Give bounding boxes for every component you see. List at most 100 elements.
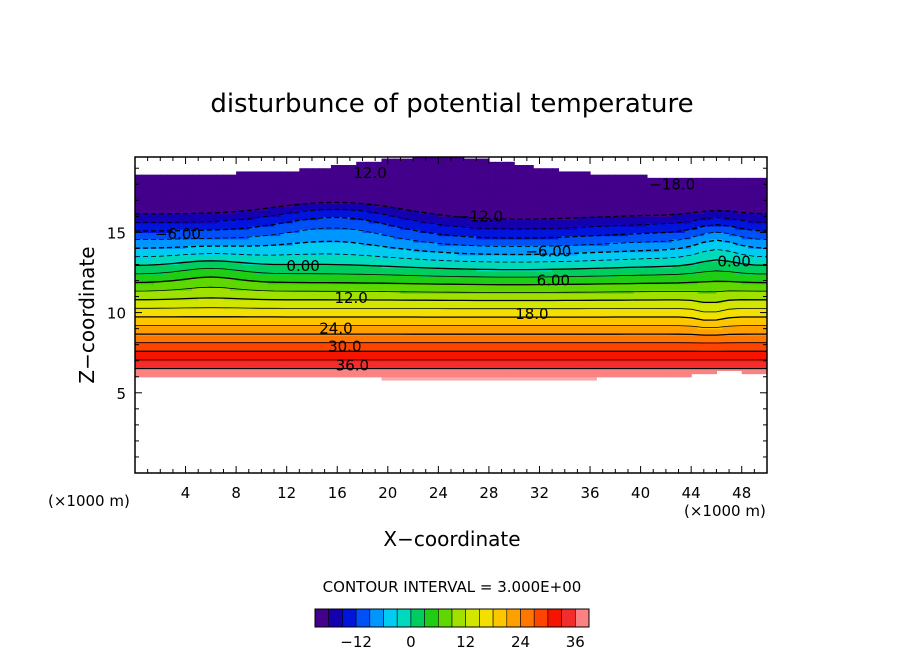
color-cell [539,302,547,307]
color-cell [419,193,427,198]
color-cell [552,216,560,221]
color-cell [577,197,585,201]
color-cell [602,264,610,269]
color-cell [280,245,288,250]
color-cell [229,319,237,323]
color-cell [153,261,161,266]
color-cell [488,357,496,362]
color-cell [406,370,414,375]
color-cell [261,325,269,330]
color-cell [438,322,446,327]
color-cell [457,322,465,327]
color-cell [299,261,307,266]
color-cell [223,290,231,294]
color-cell [533,309,541,314]
color-cell [153,200,161,205]
color-cell [330,283,338,288]
color-cell [236,203,244,208]
color-cell [217,373,225,378]
color-cell [520,229,528,233]
color-cell [305,193,313,198]
color-cell [406,280,414,285]
color-cell [261,238,269,243]
color-cell [229,251,237,256]
color-cell [191,363,199,368]
color-cell [204,197,212,201]
color-cell [293,363,300,368]
color-cell [299,213,307,217]
color-cell [564,181,572,185]
color-cell [413,267,420,272]
color-cell [501,197,509,201]
color-cell [330,341,338,346]
color-cell [324,168,332,173]
color-cell [248,335,256,339]
color-cell [609,312,616,317]
color-cell [210,283,218,288]
color-cell [444,209,452,214]
color-cell [545,338,553,343]
color-cell [394,270,402,275]
color-cell [387,248,395,253]
color-cell [552,219,560,224]
color-cell [318,299,326,304]
color-cell [469,335,477,339]
color-cell [248,299,256,304]
color-cell [488,235,496,240]
color-cell [179,219,187,224]
color-cell [343,309,351,314]
color-cell [432,299,439,304]
color-cell [172,181,180,185]
color-cell [602,261,610,266]
color-cell [330,251,338,256]
color-cell [204,209,212,214]
color-cell [609,360,616,365]
color-cell [311,213,319,217]
color-cell [141,190,149,195]
color-cell [242,209,250,214]
color-cell [457,312,465,317]
color-cell [533,206,541,211]
color-cell [229,197,237,201]
color-cell [469,229,477,233]
color-cell [248,351,256,355]
color-cell [457,184,465,189]
color-cell [223,341,231,346]
color-cell [179,280,187,285]
color-cell [495,363,503,368]
color-cell [558,245,566,250]
color-cell [261,187,269,192]
color-cell [488,341,496,346]
color-cell [147,245,155,250]
color-cell [571,328,578,333]
color-cell [406,213,414,217]
color-cell [432,216,439,221]
color-cell [267,238,275,243]
color-cell [552,254,560,259]
color-cell [147,283,155,288]
color-cell [571,283,578,288]
color-cell [324,274,332,278]
color-cell [172,238,180,243]
color-cell [590,245,597,250]
color-cell [210,328,218,333]
color-cell [457,309,465,314]
color-cell [425,168,433,173]
color-cell [406,293,414,298]
color-cell [305,209,313,214]
color-cell [451,347,458,352]
color-cell [330,270,338,275]
color-cell [425,306,433,310]
color-cell [451,161,458,166]
color-cell [229,184,237,189]
color-cell [469,338,477,343]
color-cell [469,302,477,307]
color-cell [274,319,281,323]
color-cell [299,229,307,233]
color-cell [558,338,566,343]
color-cell [198,206,206,211]
color-cell [153,286,161,291]
color-cell [153,209,161,214]
color-cell [324,325,332,330]
color-cell [482,174,490,179]
